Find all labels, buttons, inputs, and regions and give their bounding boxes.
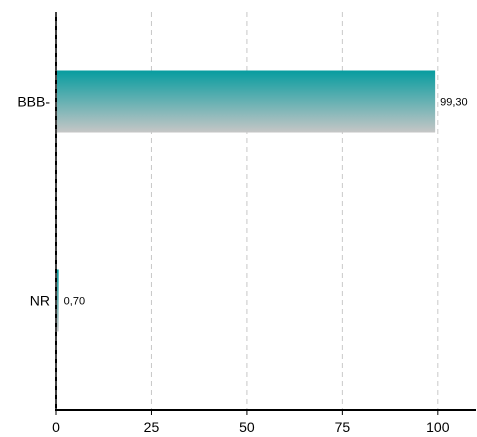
bar-nr <box>56 269 59 332</box>
bars <box>56 70 436 332</box>
x-tick-label: 0 <box>52 419 60 435</box>
x-tick-label: 25 <box>144 419 160 435</box>
category-label: NR <box>30 293 50 309</box>
value-label: 99,30 <box>440 97 468 109</box>
category-label: BBB- <box>17 94 50 110</box>
x-tick-label: 100 <box>426 419 450 435</box>
x-tick-label: 50 <box>239 419 255 435</box>
bar-bbb <box>56 70 436 133</box>
axes <box>55 12 476 415</box>
x-tick-label: 75 <box>335 419 351 435</box>
labels: BBB- 99,30 NR 0,70 0 25 50 75 100 <box>17 94 467 436</box>
value-label: 0,70 <box>64 296 85 308</box>
